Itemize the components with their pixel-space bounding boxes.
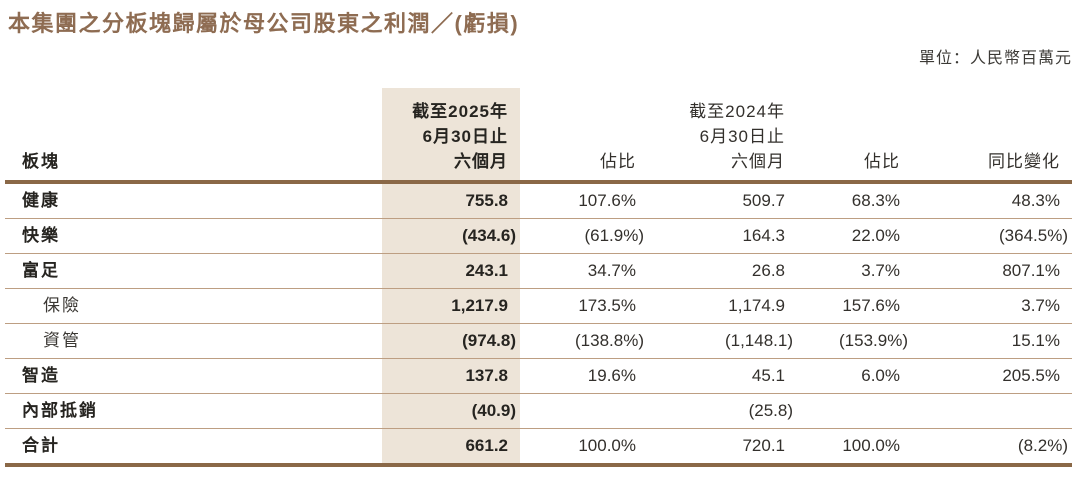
header-share-2025: 佔比 xyxy=(600,152,636,171)
share-2025: 173.5% xyxy=(578,296,636,315)
page-title: 本集團之分板塊歸屬於母公司股東之利潤／(虧損) xyxy=(8,11,520,36)
value-2024: 509.7 xyxy=(742,191,785,210)
table-row-asset-management: 資管 (974.8) (138.8%) (1,148.1) (153.9%) 1… xyxy=(5,324,1072,359)
segment-label: 保險 xyxy=(43,296,81,315)
segment-label: 合計 xyxy=(22,436,60,455)
yoy-change: 48.3% xyxy=(1011,191,1060,210)
segment-label: 健康 xyxy=(22,191,60,210)
header-share-2024: 佔比 xyxy=(864,152,900,171)
table-row-happiness: 快樂 (434.6) (61.9%) 164.3 22.0% (364.5%) xyxy=(5,219,1072,254)
value-2025: (40.9) xyxy=(382,394,520,428)
header-yoy-change: 同比變化 xyxy=(988,152,1060,171)
share-2024: 6.0% xyxy=(861,366,900,385)
yoy-change: 807.1% xyxy=(1002,261,1060,280)
table-row-total: 合計 661.2 100.0% 720.1 100.0% (8.2%) xyxy=(5,429,1072,467)
value-2025: (974.8) xyxy=(382,324,520,358)
share-2025: 100.0% xyxy=(578,436,636,455)
yoy-change: 205.5% xyxy=(1002,366,1060,385)
value-2025: 755.8 xyxy=(382,184,520,218)
header-segment: 板塊 xyxy=(22,152,60,171)
header-2024-line2: 6月30日止 xyxy=(699,127,785,146)
header-2024-line1: 截至2024年 xyxy=(689,102,785,121)
header-2025-line2: 6月30日止 xyxy=(422,127,508,146)
yoy-change: 15.1% xyxy=(1011,331,1060,350)
header-period-2025: 截至2025年 6月30日止 六個月 xyxy=(382,88,520,180)
share-2024: 68.3% xyxy=(851,191,900,210)
table-header-row: 板塊 截至2025年 6月30日止 六個月 佔比 截至2024年 6月30日止 … xyxy=(5,88,1072,184)
share-2025: (138.8%) xyxy=(575,331,644,350)
share-2025: 34.7% xyxy=(587,261,636,280)
header-2025-line3: 六個月 xyxy=(454,152,508,171)
value-2025: (434.6) xyxy=(382,219,520,253)
segment-label: 內部抵銷 xyxy=(22,401,98,420)
value-2024: 164.3 xyxy=(742,226,785,245)
share-2024: 22.0% xyxy=(851,226,900,245)
table-row-health: 健康 755.8 107.6% 509.7 68.3% 48.3% xyxy=(5,184,1072,219)
header-period-2024: 截至2024年 6月30日止 六個月 xyxy=(648,99,797,180)
yoy-change: 3.7% xyxy=(1021,296,1060,315)
value-2025: 137.8 xyxy=(382,359,520,393)
value-2024: (1,148.1) xyxy=(724,331,793,350)
value-2024: 26.8 xyxy=(751,261,785,280)
unit-note: 單位：人民幣百萬元 xyxy=(918,50,1072,67)
value-2025: 1,217.9 xyxy=(382,289,520,323)
share-2025 xyxy=(520,394,648,428)
table-row-intelligent-manufacturing: 智造 137.8 19.6% 45.1 6.0% 205.5% xyxy=(5,359,1072,394)
yoy-change: (8.2%) xyxy=(1017,436,1068,455)
value-2024: 1,174.9 xyxy=(728,296,785,315)
value-2025: 661.2 xyxy=(382,429,520,463)
share-2025: (61.9%) xyxy=(584,226,644,245)
header-2024-line3: 六個月 xyxy=(731,152,785,171)
value-2025: 243.1 xyxy=(382,254,520,288)
table-row-inter-segment-elimination: 內部抵銷 (40.9) (25.8) xyxy=(5,394,1072,429)
table-row-wealth: 富足 243.1 34.7% 26.8 3.7% 807.1% xyxy=(5,254,1072,289)
table-row-insurance: 保險 1,217.9 173.5% 1,174.9 157.6% 3.7% xyxy=(5,289,1072,324)
share-2025: 107.6% xyxy=(578,191,636,210)
share-2024: 100.0% xyxy=(842,436,900,455)
share-2025: 19.6% xyxy=(587,366,636,385)
header-2025-line1: 截至2025年 xyxy=(412,102,508,121)
value-2024: (25.8) xyxy=(748,401,793,420)
yoy-change xyxy=(912,394,1072,428)
share-2024: 157.6% xyxy=(842,296,900,315)
share-2024: 3.7% xyxy=(861,261,900,280)
segment-label: 快樂 xyxy=(22,226,60,245)
value-2024: 45.1 xyxy=(751,366,785,385)
segment-profit-table: 板塊 截至2025年 6月30日止 六個月 佔比 截至2024年 6月30日止 … xyxy=(5,88,1072,467)
segment-label: 資管 xyxy=(43,331,81,350)
segment-label: 智造 xyxy=(22,366,60,385)
share-2024 xyxy=(797,394,912,428)
value-2024: 720.1 xyxy=(742,436,785,455)
segment-label: 富足 xyxy=(22,261,60,280)
share-2024: (153.9%) xyxy=(839,331,908,350)
yoy-change: (364.5%) xyxy=(999,226,1068,245)
